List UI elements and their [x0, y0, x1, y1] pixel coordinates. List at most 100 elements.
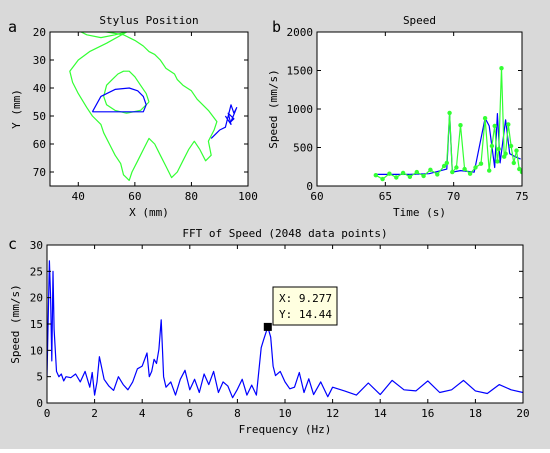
speed-series-1-point — [428, 167, 433, 172]
panel-letter-a: a — [8, 18, 17, 36]
speed-series-1-point — [458, 123, 463, 128]
fft-xtick-label: 6 — [186, 407, 193, 420]
speed-series-1-point — [511, 160, 516, 166]
speed-series-group — [373, 66, 522, 182]
speed-series-1-point — [394, 175, 399, 180]
fft-xtick-label: 18 — [469, 407, 482, 420]
speed-series-1-point — [495, 159, 500, 164]
fft-ytick-label: 30 — [30, 239, 43, 252]
speed-series-1-point — [499, 66, 504, 71]
fft-title: FFT of Speed (2048 data points) — [182, 227, 387, 240]
speed-series-1-point — [492, 123, 497, 129]
fft-xtick-label: 16 — [421, 407, 434, 420]
fft-series-0-line — [47, 260, 523, 399]
fft-xtick-label: 4 — [139, 407, 146, 420]
fft-ylabel: Speed (mm/s) — [9, 284, 22, 363]
speed-series-1-point — [454, 165, 459, 170]
fft-ytick-label: 25 — [30, 265, 43, 278]
speed-series-1-point — [447, 110, 452, 116]
stylus-ytick-label: 60 — [33, 138, 46, 151]
speed-ytick-label: 1000 — [287, 103, 314, 116]
data-tip[interactable]: X: 9.277 Y: 14.44 — [272, 286, 338, 326]
speed-series-1-point — [421, 173, 426, 179]
speed-series-1-point — [407, 174, 413, 179]
speed-series-1-point — [444, 160, 449, 166]
speed-series-1-point — [503, 151, 508, 156]
speed-series-1-point — [519, 169, 522, 175]
stylus-ytick-label: 50 — [33, 110, 46, 123]
stylus-xtick-label: 100 — [238, 190, 258, 203]
stylus-ytick-label: 40 — [33, 82, 46, 95]
speed-series-1-point — [487, 168, 492, 173]
fft-xtick-label: 12 — [326, 407, 339, 420]
fft-axes: 0 2 4 6 8 10 12 14 16 18 20 0 5 10 15 20 25 30 FFT of Spee… — [9, 227, 530, 436]
speed-series-1-point — [462, 166, 467, 172]
fft-xtick-label: 8 — [234, 407, 241, 420]
speed-series-1-point — [373, 173, 378, 178]
speed-xtick-label: 70 — [447, 190, 460, 203]
speed-series-1-point — [467, 171, 473, 176]
data-tip-y: Y: 14.44 — [279, 308, 332, 321]
stylus-xtick-label: 40 — [72, 190, 85, 203]
stylus-series-group — [69, 32, 238, 181]
fft-xtick-label: 10 — [278, 407, 291, 420]
speed-series-1-point — [380, 176, 385, 182]
stylus-ytick-label: 30 — [33, 54, 46, 67]
stylus-ylabel: Y (mm) — [10, 89, 23, 129]
speed-series-1-point — [514, 148, 519, 153]
stylus-xtick-label: 80 — [185, 190, 198, 203]
stylus-plot-area — [50, 32, 248, 186]
speed-series-1-point — [508, 143, 514, 149]
speed-xlabel: Time (s) — [393, 206, 446, 219]
speed-ylabel: Speed (mm/s) — [267, 69, 280, 148]
speed-plot-area — [317, 32, 522, 186]
speed-xtick-label: 75 — [515, 190, 528, 203]
speed-series-1-point — [435, 172, 440, 177]
speed-ytick-label: 0 — [306, 180, 313, 193]
fft-xtick-label: 20 — [516, 407, 529, 420]
speed-series-1-point — [414, 169, 419, 175]
speed-series-1-point — [473, 165, 478, 170]
speed-xtick-label: 65 — [379, 190, 392, 203]
stylus-axes-frame — [49, 31, 249, 187]
speed-series-1-point — [400, 170, 406, 176]
fft-ytick-label: 0 — [36, 397, 43, 410]
stylus-series-0-line — [69, 32, 218, 181]
stylus-xtick-label: 60 — [128, 190, 141, 203]
datatip-marker — [263, 322, 272, 331]
speed-series-1-point — [506, 122, 511, 127]
fft-xtick-label: 14 — [374, 407, 388, 420]
fft-ytick-label: 10 — [30, 344, 43, 357]
speed-xtick-label: 60 — [310, 190, 323, 203]
data-tip-box — [272, 286, 338, 326]
speed-ytick-label: 500 — [293, 142, 313, 155]
speed-series-1-point — [387, 171, 392, 176]
stylus-series-2-line — [91, 87, 147, 113]
fft-xtick-label: 0 — [44, 407, 51, 420]
data-tip-x: X: 9.277 — [279, 292, 332, 305]
fft-ytick-label: 20 — [30, 292, 43, 305]
fft-xlabel: Frequency (Hz) — [239, 423, 332, 436]
speed-ytick-label: 1500 — [287, 65, 314, 78]
panel-letter-b: b — [272, 18, 281, 36]
panel-letter-c: c — [8, 235, 17, 253]
stylus-xlabel: X (mm) — [129, 206, 169, 219]
stylus-title: Stylus Position — [99, 14, 198, 27]
fft-ytick-label: 15 — [30, 318, 43, 331]
fft-xtick-label: 2 — [91, 407, 98, 420]
speed-series-1-point — [489, 143, 495, 149]
speed-series-1-point — [517, 166, 522, 172]
speed-series-1-point — [450, 169, 455, 175]
speed-title: Speed — [403, 14, 436, 27]
speed-axes: 60 65 70 75 0 500 1000 1500 2000 Speed Time (s) Spe… — [267, 14, 529, 219]
stylus-series-3-line — [210, 104, 238, 139]
stylus-position-axes: 40 60 80 100 20 30 40 50 60 70 Stylus Position X (m… — [10, 14, 258, 219]
speed-series-1-point — [441, 163, 447, 169]
speed-series-1-point — [478, 161, 484, 166]
stylus-ytick-label: 70 — [33, 166, 46, 179]
fft-ytick-label: 5 — [36, 371, 43, 384]
fft-series-group — [47, 260, 523, 399]
speed-series-1-point — [482, 116, 488, 121]
